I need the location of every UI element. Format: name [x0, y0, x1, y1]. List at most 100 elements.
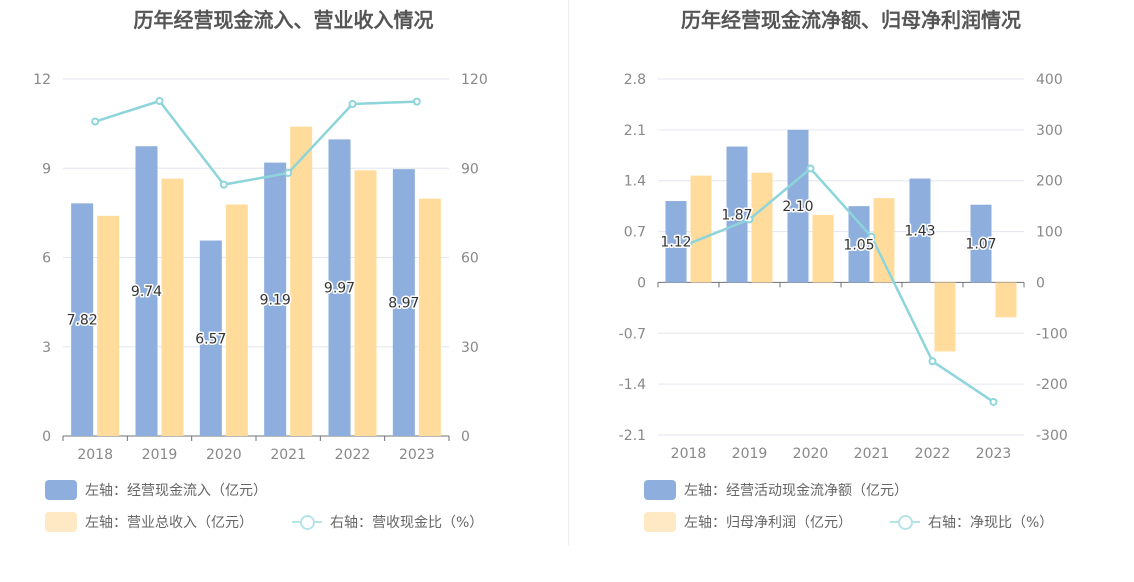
legend-label: 左轴：归母净利润（亿元） [684, 515, 852, 531]
bar-primary [199, 240, 222, 436]
y-left-tick-label: 2.1 [624, 123, 646, 139]
bar-primary [135, 146, 158, 437]
y-right-tick-label: 300 [1036, 123, 1063, 139]
x-tick-label: 2022 [335, 447, 371, 463]
bar-data-label: 1.07 [965, 237, 996, 253]
y-left-tick-label: 0 [637, 275, 646, 291]
legend-label: 右轴：净现比（%） [928, 515, 1054, 531]
y-right-tick-label: 100 [1036, 225, 1063, 241]
y-right-tick-label: 0 [461, 429, 470, 445]
bar-primary [726, 146, 748, 283]
line-point [284, 169, 293, 178]
bar-primary [328, 139, 351, 436]
bar-data-label: 2.10 [782, 199, 813, 215]
legend-item-net-cash-flow[interactable]: 左轴：经营活动现金流净额（亿元） [644, 480, 908, 500]
line-point [348, 99, 357, 108]
line-point [91, 117, 100, 126]
y-right-tick-label: -200 [1036, 377, 1068, 393]
y-left-tick-label: -1.4 [619, 377, 646, 393]
legend-label: 左轴：经营现金流入（亿元） [85, 483, 267, 499]
line-point [928, 357, 937, 366]
bar-secondary [225, 204, 248, 436]
bar-data-label: 1.87 [721, 207, 752, 223]
chart-title: 历年经营现金流净额、归母净利润情况 [681, 8, 1021, 32]
bar-primary [909, 178, 931, 283]
y-right-tick-label: 90 [461, 161, 479, 177]
legend-label: 右轴：营收现金比（%） [330, 515, 484, 531]
y-left-tick-label: 3 [42, 340, 51, 356]
bar-data-label: 1.12 [660, 235, 691, 251]
bar-secondary [354, 170, 377, 436]
legend-item-cash-inflow[interactable]: 左轴：经营现金流入（亿元） [45, 480, 267, 500]
bar-data-label: 6.57 [195, 331, 226, 347]
panel-divider [568, 0, 569, 545]
bar-primary [392, 169, 415, 436]
line-point [989, 397, 998, 406]
bar-primary [970, 204, 992, 283]
bar-data-label: 1.05 [843, 237, 874, 253]
line-series [688, 166, 995, 403]
bar-data-label: 1.43 [904, 223, 935, 239]
bar-primary [787, 129, 809, 283]
bar-data-label: 9.19 [260, 292, 291, 308]
legend-item-net-cash-ratio[interactable]: 右轴：净现比（%） [890, 512, 1053, 532]
bar-secondary [751, 172, 773, 283]
x-tick-label: 2018 [77, 447, 113, 463]
line-point [745, 215, 754, 224]
line-point [155, 97, 164, 106]
bar-secondary [290, 126, 313, 436]
y-left-tick-label: -0.7 [619, 326, 646, 342]
y-left-tick-label: 6 [42, 251, 51, 267]
bar-secondary [934, 282, 956, 352]
y-left-tick-label: 9 [42, 161, 51, 177]
chart-title: 历年经营现金流入、营业收入情况 [133, 8, 434, 32]
x-tick-label: 2023 [399, 447, 435, 463]
line-point [867, 232, 876, 241]
y-right-tick-label: 400 [1036, 72, 1063, 88]
chart-cash-inflow-revenue: 0 0 3 30 6 60 9 90 12 120 2018 2019 2020 2021 2022 2023… [33, 72, 488, 463]
x-tick-label: 2021 [270, 447, 306, 463]
bar-primary [848, 206, 870, 283]
bar-secondary [97, 215, 120, 436]
y-right-tick-label: -300 [1036, 428, 1068, 444]
bar-secondary [161, 178, 184, 436]
y-left-tick-label: -2.1 [619, 428, 646, 444]
x-tick-label: 2021 [854, 446, 890, 462]
chart-net-cash-flow-profit: -2.1 -300 -1.4 -200 -0.7 -100 0 0 0.7 100 1.4 200 2.… [619, 72, 1068, 462]
bar-secondary [812, 214, 834, 283]
y-left-tick-label: 1.4 [624, 174, 646, 190]
y-right-tick-label: 200 [1036, 174, 1063, 190]
bar-data-label: 8.97 [388, 296, 419, 312]
legend-item-revenue[interactable]: 左轴：营业总收入（亿元） [45, 512, 253, 532]
y-left-tick-label: 0 [42, 429, 51, 445]
chart-panel-net-cash-flow: 历年经营现金流净额、归母净利润情况 -2.1 -300 -1.4 -200 -0.7 -1… [568, 0, 1134, 582]
line-point [684, 239, 693, 248]
x-tick-label: 2018 [671, 446, 707, 462]
y-left-tick-label: 0.7 [624, 225, 646, 241]
line-point [219, 180, 228, 189]
bar-secondary [690, 175, 712, 283]
y-right-tick-label: 30 [461, 340, 479, 356]
chart-panel-cash-inflow: 历年经营现金流入、营业收入情况 0 0 3 30 6 60 9 90 12 120 2018 2019… [33, 8, 488, 532]
y-right-tick-label: 0 [1036, 275, 1045, 291]
x-tick-label: 2019 [732, 446, 768, 462]
y-left-tick-label: 2.8 [624, 72, 646, 88]
y-right-tick-label: 60 [461, 251, 479, 267]
bar-primary [665, 201, 687, 283]
legend-swatch-bar-icon [644, 480, 676, 500]
legend-item-revenue-cash-ratio[interactable]: 右轴：营收现金比（%） [292, 512, 483, 532]
legend-label: 左轴：经营活动现金流净额（亿元） [684, 483, 908, 499]
x-tick-label: 2022 [915, 446, 951, 462]
bar-data-label: 9.97 [324, 281, 355, 297]
bar-data-label: 7.82 [67, 313, 98, 329]
x-tick-label: 2020 [793, 446, 829, 462]
legend-swatch-line-icon [890, 512, 920, 532]
y-right-tick-label: 120 [461, 72, 488, 88]
bar-secondary [418, 198, 441, 436]
legend-swatch-bar-icon [45, 512, 77, 532]
bar-secondary [995, 282, 1017, 318]
bar-data-label: 9.74 [131, 284, 162, 300]
legend-swatch-line-icon [292, 512, 322, 532]
x-tick-label: 2020 [206, 447, 242, 463]
legend-item-net-profit[interactable]: 左轴：归母净利润（亿元） [644, 512, 852, 532]
